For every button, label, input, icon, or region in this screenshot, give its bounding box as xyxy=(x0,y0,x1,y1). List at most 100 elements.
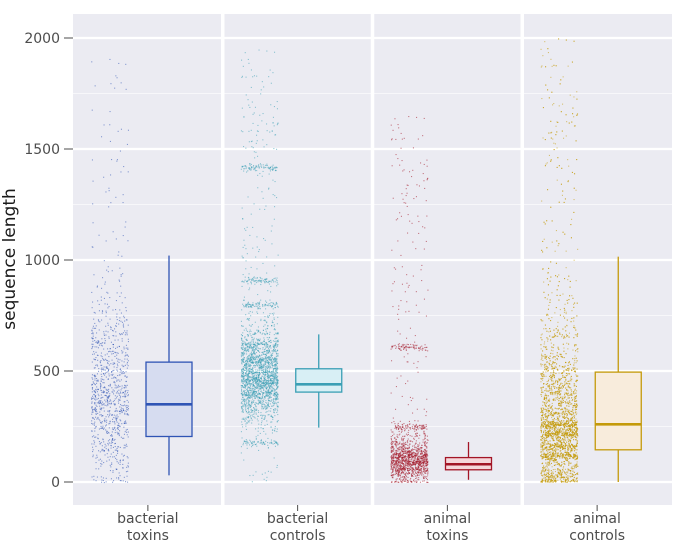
point xyxy=(96,332,98,334)
point xyxy=(395,438,397,440)
point xyxy=(426,462,428,464)
point xyxy=(260,370,262,372)
point xyxy=(395,219,397,221)
point xyxy=(125,407,127,409)
point xyxy=(252,166,254,168)
point xyxy=(109,140,111,142)
point xyxy=(272,365,274,367)
point xyxy=(258,354,260,356)
point xyxy=(392,447,394,449)
point xyxy=(263,386,265,388)
point xyxy=(395,467,397,469)
point xyxy=(102,358,104,360)
point xyxy=(261,406,263,408)
point xyxy=(410,468,412,470)
point xyxy=(109,383,111,385)
point xyxy=(262,166,264,168)
point xyxy=(266,342,268,344)
point xyxy=(127,348,129,350)
point xyxy=(255,361,257,363)
point xyxy=(272,405,274,407)
point xyxy=(91,406,93,408)
point xyxy=(121,453,123,455)
point xyxy=(401,395,403,397)
point xyxy=(257,280,259,282)
point xyxy=(126,367,128,369)
point xyxy=(400,431,402,433)
point xyxy=(95,425,97,427)
point xyxy=(412,455,414,457)
point xyxy=(259,332,261,334)
point xyxy=(265,167,267,169)
point xyxy=(250,376,252,378)
point xyxy=(397,436,399,438)
point xyxy=(93,374,95,376)
point xyxy=(241,424,243,426)
point xyxy=(108,396,110,398)
point xyxy=(126,361,128,363)
point xyxy=(265,433,267,435)
point xyxy=(397,448,399,450)
point xyxy=(396,481,398,483)
point xyxy=(100,397,102,399)
point xyxy=(423,427,425,429)
point xyxy=(247,375,249,377)
point xyxy=(406,434,408,436)
point xyxy=(109,422,111,424)
point xyxy=(115,417,117,419)
point xyxy=(414,457,416,459)
point xyxy=(106,453,108,455)
point xyxy=(98,329,100,331)
point xyxy=(264,305,266,307)
point xyxy=(390,456,392,458)
point xyxy=(404,460,406,462)
point xyxy=(249,475,251,477)
point xyxy=(248,360,250,362)
point xyxy=(117,424,119,426)
point xyxy=(421,459,423,461)
point xyxy=(114,417,116,419)
point xyxy=(402,440,404,442)
point xyxy=(262,384,264,386)
point xyxy=(262,348,264,350)
point xyxy=(268,414,270,416)
point xyxy=(117,358,119,360)
point xyxy=(405,311,407,313)
point xyxy=(259,355,261,357)
point xyxy=(260,439,262,441)
point xyxy=(242,399,244,401)
point xyxy=(421,472,423,474)
point xyxy=(241,285,243,287)
point xyxy=(426,458,428,460)
point xyxy=(116,418,118,420)
point xyxy=(418,350,420,352)
point xyxy=(257,385,259,387)
point xyxy=(264,405,266,407)
point xyxy=(417,215,419,217)
point xyxy=(252,377,254,379)
point xyxy=(97,412,99,414)
point xyxy=(96,456,98,458)
point xyxy=(264,386,266,388)
point xyxy=(268,348,270,350)
point xyxy=(114,446,116,448)
point xyxy=(118,394,120,396)
point xyxy=(119,374,121,376)
point xyxy=(391,477,393,479)
point xyxy=(96,386,98,388)
point xyxy=(395,468,397,470)
point xyxy=(254,391,256,393)
panel-2-points xyxy=(390,116,429,484)
point xyxy=(419,456,421,458)
point xyxy=(276,346,278,348)
point xyxy=(243,386,245,388)
point xyxy=(426,179,428,181)
point xyxy=(95,397,97,399)
point xyxy=(270,380,272,382)
point xyxy=(406,337,408,339)
point xyxy=(404,476,406,478)
point xyxy=(401,138,403,140)
point xyxy=(108,360,110,362)
point xyxy=(115,418,117,420)
point xyxy=(270,168,272,170)
